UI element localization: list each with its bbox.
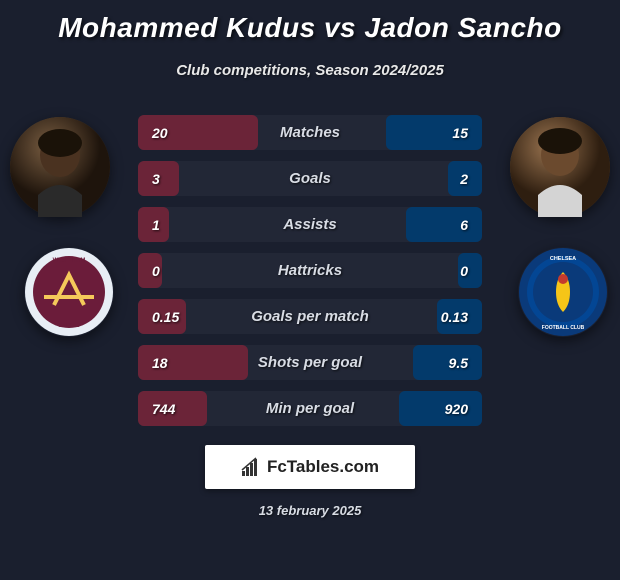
stat-row: 2015Matches (138, 115, 482, 150)
stat-label: Hattricks (138, 262, 482, 279)
svg-text:CHELSEA: CHELSEA (550, 256, 576, 262)
stat-label: Min per goal (138, 400, 482, 417)
stat-row: 744920Min per goal (138, 391, 482, 426)
stat-row: 0.150.13Goals per match (138, 299, 482, 334)
stat-row: 32Goals (138, 161, 482, 196)
comparison-panel: WEST HAM UNITED CHELSEA FOOTBALL CLUB 20… (0, 105, 620, 580)
stat-row: 189.5Shots per goal (138, 345, 482, 380)
stat-label: Goals (138, 170, 482, 187)
stat-label: Goals per match (138, 308, 482, 325)
brand-icon (241, 457, 261, 477)
date-label: 13 february 2025 (0, 503, 620, 518)
stat-label: Matches (138, 124, 482, 141)
svg-text:FOOTBALL CLUB: FOOTBALL CLUB (542, 325, 585, 331)
stat-row: 16Assists (138, 207, 482, 242)
svg-text:UNITED: UNITED (58, 323, 81, 329)
subtitle: Club competitions, Season 2024/2025 (176, 62, 444, 79)
club-left-crest: WEST HAM UNITED (24, 247, 114, 337)
stats-list: 2015Matches 32Goals 16Assists 00Hattricks 0.… (138, 115, 482, 426)
club-right-crest: CHELSEA FOOTBALL CLUB (518, 247, 608, 337)
stat-row: 00Hattricks (138, 253, 482, 288)
branding-badge: FcTables.com (205, 445, 415, 489)
page-title: Mohammed Kudus vs Jadon Sancho (58, 12, 562, 44)
svg-text:WEST HAM: WEST HAM (53, 258, 86, 264)
brand-text: FcTables.com (267, 457, 379, 477)
player-right-avatar (510, 117, 610, 217)
stat-label: Assists (138, 216, 482, 233)
stat-label: Shots per goal (138, 354, 482, 371)
player-left-avatar (10, 117, 110, 217)
